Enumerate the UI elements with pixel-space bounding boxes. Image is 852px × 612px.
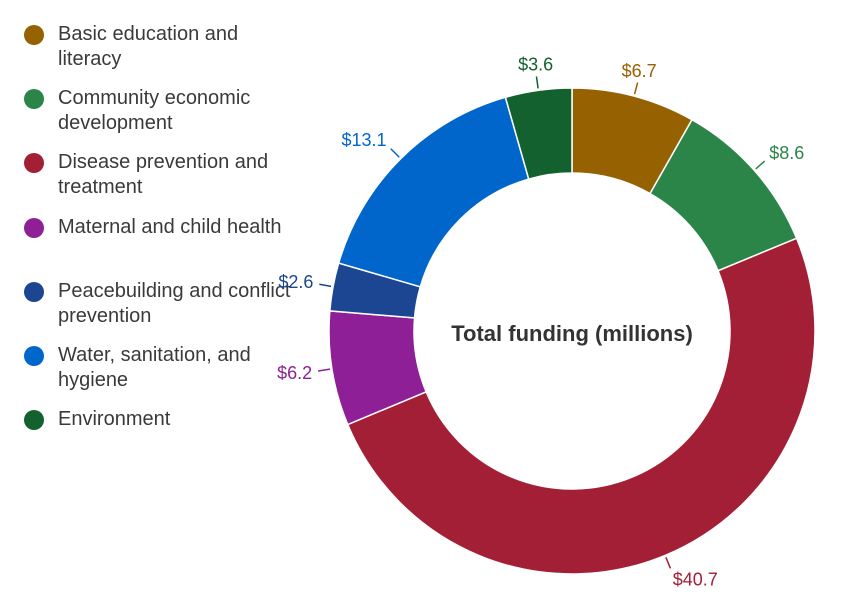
leader-line: [319, 283, 332, 288]
legend-label: Maternal and child health: [58, 216, 282, 238]
leader-line: [535, 76, 539, 89]
legend-label: Community economic development: [58, 87, 251, 134]
donut-slices: [328, 87, 816, 575]
legend-swatch: [24, 25, 44, 45]
legend-item-community-economic-development: Community economic development: [22, 86, 292, 150]
legend-swatch: [24, 153, 44, 173]
legend-swatch: [24, 218, 44, 238]
legend-label: Disease prevention and treatment: [58, 151, 269, 198]
slice-water-sanitation-and-hygiene: [337, 96, 530, 288]
legend: Basic education and literacy Community e…: [22, 22, 292, 437]
center-label: Total funding (millions): [451, 321, 693, 346]
value-label: $40.7: [673, 569, 718, 589]
label-leaders: [318, 76, 766, 569]
legend-label: Basic education and literacy: [58, 23, 239, 70]
legend-item-water-sanitation: Water, sanitation, and hygiene: [22, 343, 292, 407]
legend-label: Environment: [58, 408, 171, 430]
legend-item-environment: Environment: [22, 407, 292, 437]
legend-item-basic-education: Basic education and literacy: [22, 22, 292, 73]
leader-line: [390, 148, 400, 158]
legend-swatch: [24, 346, 44, 366]
value-label: $6.2: [277, 363, 312, 383]
leader-line: [318, 368, 331, 372]
leader-line: [665, 557, 672, 569]
legend-item-maternal-child-health: Maternal and child health: [22, 215, 292, 279]
value-labels: $6.7 $8.6 $40.7 $6.2 $2.6 $13.1 $3.6: [277, 55, 804, 590]
leader-line: [755, 160, 766, 170]
legend-swatch: [24, 282, 44, 302]
leader-line: [633, 82, 639, 95]
legend-item-peacebuilding: Peacebuilding and conflict prevention: [22, 279, 292, 343]
legend-label: Water, sanitation, and hygiene: [58, 344, 251, 391]
legend-item-disease-prevention: Disease prevention and treatment: [22, 150, 292, 214]
value-label: $13.1: [342, 130, 387, 150]
slice-environment: [504, 87, 573, 180]
legend-swatch: [24, 89, 44, 109]
legend-swatch: [24, 410, 44, 430]
legend-label: Peacebuilding and conflict prevention: [58, 280, 291, 327]
value-label: $8.6: [769, 143, 804, 163]
slice-disease-prevention-and-treatment: [346, 237, 816, 575]
value-label: $2.6: [278, 272, 313, 292]
value-label: $6.7: [622, 61, 657, 81]
value-label: $3.6: [518, 55, 553, 75]
